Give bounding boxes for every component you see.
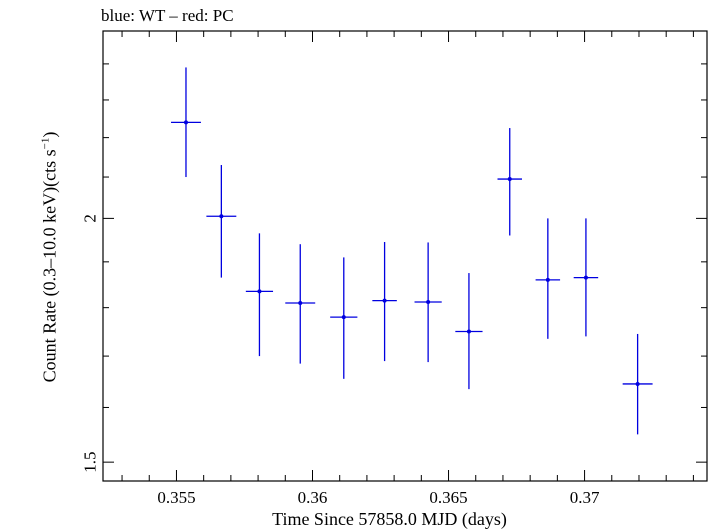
y-axis-label-end: ): [39, 131, 60, 138]
y-tick-label: 2: [81, 214, 100, 223]
data-point: [455, 273, 483, 390]
data-point: [206, 165, 237, 278]
axes-layer: 0.355 0.36 0.365 0.37 1.5 2: [81, 31, 707, 507]
x-tick-label: 0.355: [157, 488, 195, 507]
data-point: [245, 233, 274, 357]
data-point: [573, 218, 599, 337]
y-axis-label: Count Rate (0.3–10.0 keV)(cts s−1): [40, 132, 61, 383]
x-tick-label: 0.365: [429, 488, 467, 507]
y-axis-label-sup: −1: [39, 137, 52, 150]
data-point: [171, 67, 201, 178]
x-tick-label: 0.37: [570, 488, 600, 507]
y-axis-label-main: Count Rate (0.3–10.0 keV)(cts s: [39, 149, 60, 383]
data-marker: [635, 381, 640, 386]
data-point: [372, 242, 397, 362]
data-marker: [341, 315, 346, 320]
data-marker: [257, 289, 262, 294]
data-marker: [426, 300, 431, 305]
data-marker: [382, 298, 387, 303]
data-marker: [466, 329, 471, 334]
data-marker: [545, 277, 550, 282]
data-marker: [298, 300, 303, 305]
data-layer: [171, 67, 653, 435]
data-marker: [507, 177, 512, 182]
data-point: [285, 244, 316, 364]
y-tick-label: 1.5: [81, 452, 100, 473]
data-marker: [583, 275, 588, 280]
x-axis-label-text: Time Since 57858.0 MJD (days): [272, 509, 507, 529]
x-axis-label: Time Since 57858.0 MJD (days): [0, 509, 709, 530]
data-marker: [219, 214, 224, 219]
plot-frame: [102, 30, 708, 482]
data-marker: [183, 120, 188, 125]
data-point: [414, 242, 442, 363]
data-point: [497, 128, 522, 236]
x-tick-label: 0.36: [298, 488, 328, 507]
chart-title: blue: WT – red: PC: [101, 6, 234, 25]
data-point: [622, 333, 653, 435]
data-point: [330, 257, 358, 379]
data-point: [535, 218, 561, 339]
